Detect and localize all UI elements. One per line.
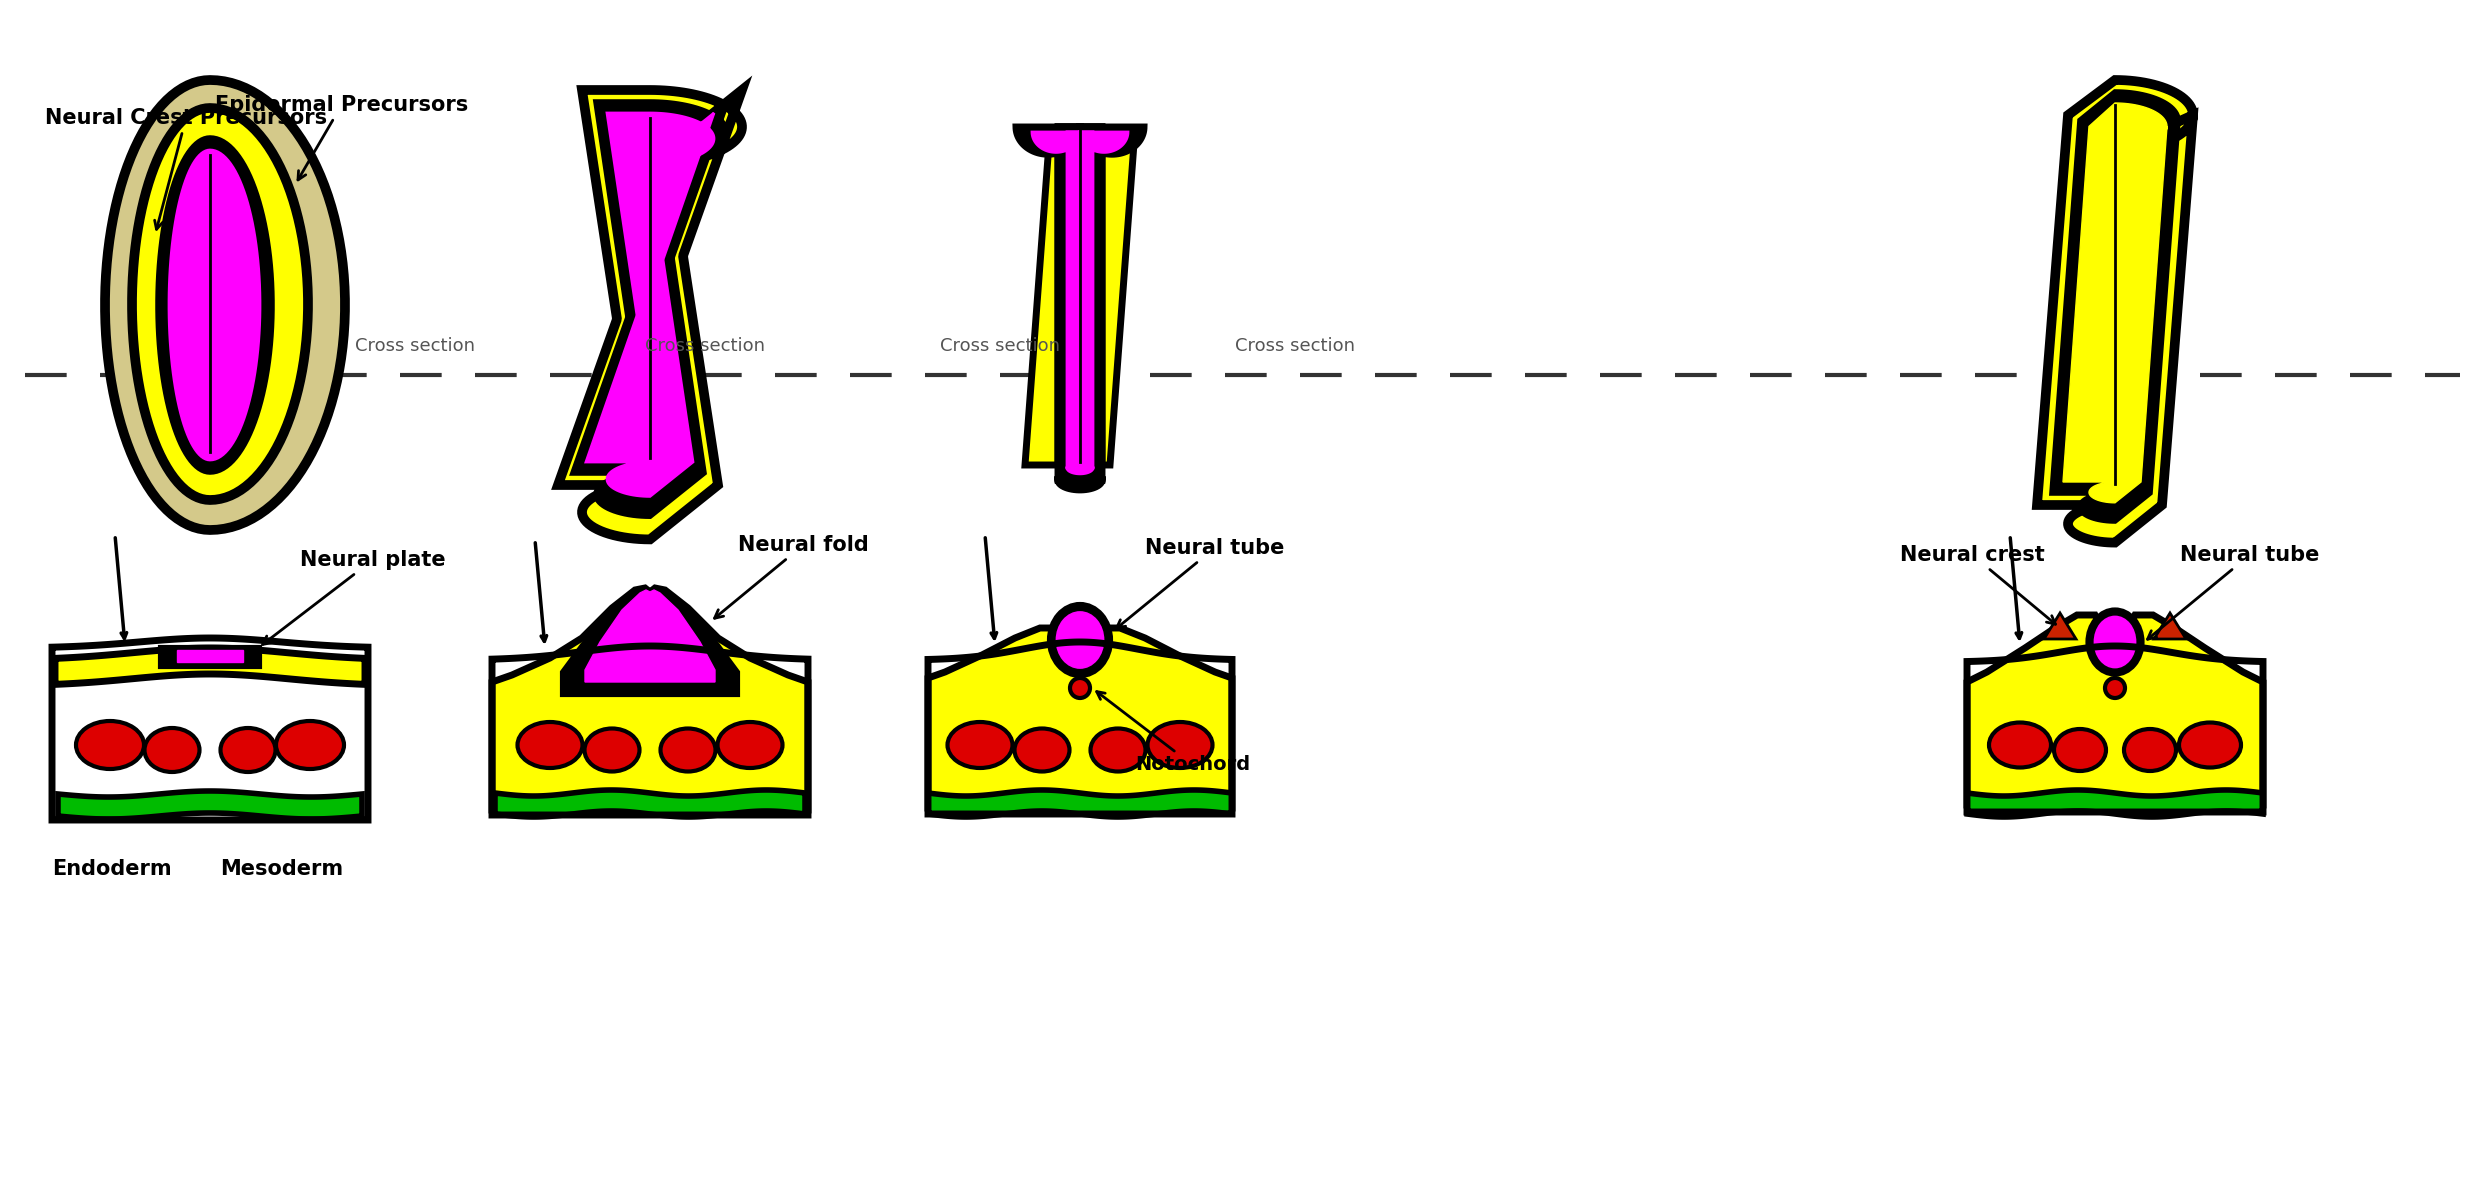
Text: Cross section: Cross section <box>940 337 1059 355</box>
Text: Neural plate: Neural plate <box>264 550 445 644</box>
Ellipse shape <box>2054 729 2106 771</box>
Polygon shape <box>1017 127 1144 490</box>
Polygon shape <box>584 590 714 682</box>
Text: Cross section: Cross section <box>644 337 766 355</box>
Text: Neural fold: Neural fold <box>714 535 868 618</box>
Polygon shape <box>159 647 261 667</box>
Ellipse shape <box>719 722 783 768</box>
Polygon shape <box>1032 132 1129 474</box>
Text: Notochord: Notochord <box>1097 691 1251 774</box>
Ellipse shape <box>2094 617 2134 667</box>
Ellipse shape <box>517 722 582 768</box>
Polygon shape <box>2064 103 2166 503</box>
Ellipse shape <box>584 728 639 772</box>
Ellipse shape <box>2124 729 2176 771</box>
Text: Epidermal Precursors: Epidermal Precursors <box>214 96 468 179</box>
Ellipse shape <box>77 721 144 769</box>
Ellipse shape <box>1089 728 1147 772</box>
Polygon shape <box>52 648 368 830</box>
Text: Endoderm: Endoderm <box>52 859 172 879</box>
Polygon shape <box>928 789 1231 817</box>
Polygon shape <box>55 648 366 684</box>
Polygon shape <box>1967 615 2263 805</box>
Text: Neural Crest Precursors: Neural Crest Precursors <box>45 109 328 229</box>
Ellipse shape <box>1069 678 1089 699</box>
Ellipse shape <box>2087 610 2141 675</box>
Polygon shape <box>159 138 271 472</box>
Polygon shape <box>2154 612 2186 640</box>
Polygon shape <box>2037 80 2194 543</box>
Polygon shape <box>495 789 806 817</box>
Polygon shape <box>177 650 244 662</box>
Polygon shape <box>1025 130 1057 465</box>
Polygon shape <box>572 101 726 516</box>
Ellipse shape <box>1050 604 1112 676</box>
Ellipse shape <box>2179 722 2241 767</box>
Polygon shape <box>104 80 346 530</box>
Text: Mesoderm: Mesoderm <box>219 859 343 879</box>
Ellipse shape <box>221 728 276 772</box>
Polygon shape <box>1102 130 1134 465</box>
Text: Neural tube: Neural tube <box>2149 545 2320 640</box>
Text: Neural crest: Neural crest <box>1900 545 2054 624</box>
Polygon shape <box>169 150 261 460</box>
Polygon shape <box>1967 789 2263 817</box>
Ellipse shape <box>276 721 343 769</box>
Ellipse shape <box>1015 728 1069 772</box>
Ellipse shape <box>1990 722 2052 767</box>
Ellipse shape <box>1057 612 1104 668</box>
Polygon shape <box>587 113 714 497</box>
Polygon shape <box>2052 92 2179 522</box>
Polygon shape <box>132 109 308 500</box>
Text: Neural tube: Neural tube <box>1117 538 1283 628</box>
Text: Cross section: Cross section <box>1236 337 1355 355</box>
Polygon shape <box>557 90 741 539</box>
Polygon shape <box>562 588 739 695</box>
Polygon shape <box>57 791 363 819</box>
Ellipse shape <box>144 728 199 772</box>
Text: Cross section: Cross section <box>356 337 475 355</box>
Polygon shape <box>492 588 808 809</box>
Ellipse shape <box>2104 678 2124 699</box>
Polygon shape <box>928 628 1231 808</box>
Ellipse shape <box>1147 722 1214 768</box>
Ellipse shape <box>662 728 716 772</box>
Polygon shape <box>2044 612 2077 640</box>
Ellipse shape <box>948 722 1012 768</box>
